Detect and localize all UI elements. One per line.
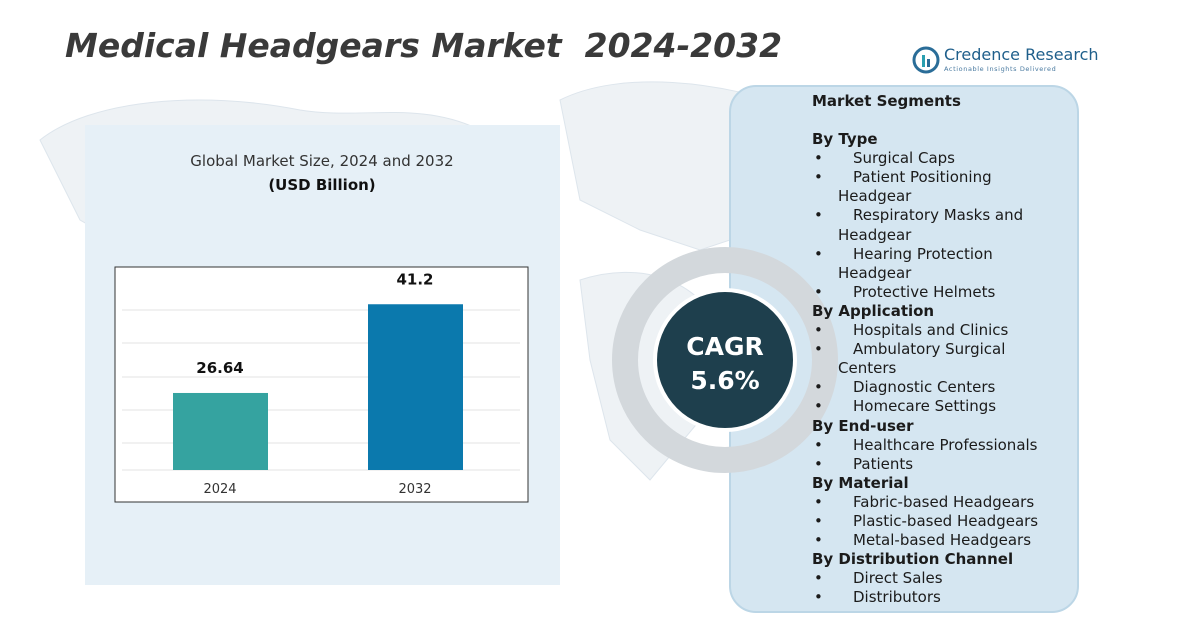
- segments-list: Market Segments By TypeSurgical CapsPati…: [812, 92, 1062, 608]
- segment-group-title: By Type: [812, 130, 878, 149]
- brand-tagline: Actionable Insights Delivered: [944, 65, 1057, 73]
- cagr-circle: [653, 288, 797, 432]
- segment-item: Healthcare Professionals: [814, 436, 1050, 455]
- x-tick-label: 2024: [203, 482, 236, 497]
- segment-item: Diagnostic Centers: [814, 378, 1050, 397]
- value-label: 26.64: [196, 359, 243, 377]
- segment-item: Patients: [814, 455, 1050, 474]
- segment-item: Direct Sales: [814, 569, 1050, 588]
- segment-items: Healthcare ProfessionalsPatients: [812, 436, 1050, 474]
- brand-name: Credence Research: [944, 45, 1099, 64]
- chart-subtitle: (USD Billion): [268, 176, 375, 194]
- logo-icon: [912, 46, 940, 74]
- cagr-ring: [612, 247, 838, 473]
- chart-title: Global Market Size, 2024 and 2032: [190, 152, 453, 170]
- segment-group-title: By Application: [812, 301, 935, 320]
- segment-items: Fabric-based HeadgearsPlastic-based Head…: [812, 493, 1050, 550]
- segment-item: Distributors: [814, 588, 1050, 607]
- cagr-label: CAGR: [686, 332, 763, 361]
- segment-item: Metal-based Headgears: [814, 531, 1050, 550]
- segment-item: Ambulatory Surgical Centers: [814, 340, 1050, 378]
- segment-group-title: By Distribution Channel: [812, 550, 1014, 569]
- segment-items: Direct SalesDistributors: [812, 569, 1050, 607]
- segment-items: Surgical CapsPatient Positioning Headgea…: [812, 149, 1050, 302]
- segment-item: Respiratory Masks and Headgear: [814, 206, 1050, 244]
- segments-heading: Market Segments: [812, 92, 961, 110]
- segment-group-title: By Material: [812, 473, 909, 492]
- segment-item: Hospitals and Clinics: [814, 321, 1050, 340]
- segment-item: Plastic-based Headgears: [814, 512, 1050, 531]
- bar: [173, 392, 268, 470]
- segment-item: Fabric-based Headgears: [814, 493, 1050, 512]
- segment-item: Patient Positioning Headgear: [814, 168, 1050, 206]
- segment-item: Surgical Caps: [814, 149, 1050, 168]
- segment-items: Hospitals and ClinicsAmbulatory Surgical…: [812, 321, 1050, 417]
- segment-item: Protective Helmets: [814, 283, 1050, 302]
- bar: [368, 304, 463, 470]
- segment-group-title: By End-user: [812, 416, 914, 435]
- cagr-value: 5.6%: [690, 366, 759, 395]
- segment-item: Homecare Settings: [814, 397, 1050, 416]
- x-tick-label: 2032: [398, 482, 431, 497]
- value-label: 41.2: [396, 270, 433, 288]
- page-title: Medical Headgears Market 2024-2032: [65, 26, 783, 65]
- segment-item: Hearing Protection Headgear: [814, 245, 1050, 283]
